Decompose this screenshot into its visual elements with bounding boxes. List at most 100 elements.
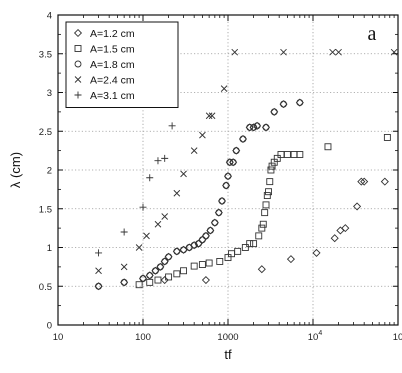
point-circle — [95, 282, 103, 290]
point-circle — [202, 232, 210, 240]
legend-marker — [74, 91, 82, 99]
point-circle — [206, 226, 214, 234]
legend-label: A=3.1 cm — [90, 90, 135, 102]
point-circle — [239, 135, 247, 143]
point-square — [258, 224, 266, 232]
legend-marker — [74, 60, 82, 68]
point-square — [383, 133, 391, 141]
point-plus — [146, 174, 154, 182]
point-plus — [154, 157, 162, 165]
point-square — [180, 267, 188, 275]
y-tick-label: 2.5 — [39, 127, 52, 138]
point-square — [263, 192, 271, 200]
legend: A=1.2 cm A=1.5 cm A=1.8 cm A=2.4 cm A=3.1 cm — [65, 21, 179, 108]
point-x — [190, 147, 198, 154]
x-tick-label: 100 — [135, 332, 151, 343]
point-circle — [74, 60, 82, 68]
point-plus — [161, 154, 169, 162]
point-circle — [139, 275, 147, 282]
point-diamond — [312, 248, 321, 257]
point-x — [329, 48, 336, 56]
point-circle — [232, 147, 240, 155]
point-circle — [280, 100, 287, 108]
point-x — [74, 76, 82, 83]
point-diamond — [380, 177, 389, 186]
point-square — [296, 151, 304, 158]
point-square — [261, 209, 269, 217]
point-plus — [139, 203, 147, 211]
point-x — [199, 131, 206, 139]
point-x — [95, 267, 102, 275]
point-square — [198, 261, 206, 268]
point-x — [173, 189, 181, 197]
x-tick-label: 10 — [53, 332, 64, 343]
y-tick-label: 0 — [47, 321, 52, 332]
point-circle — [246, 123, 254, 131]
legend-label: A=1.5 cm — [90, 43, 135, 55]
point-square — [234, 247, 242, 255]
point-circle — [198, 236, 206, 244]
series-square — [135, 133, 391, 289]
point-x — [135, 244, 143, 251]
legend-label: A=1.8 cm — [90, 59, 135, 71]
point-x — [180, 170, 187, 178]
point-diamond — [201, 276, 210, 285]
point-square — [246, 240, 254, 248]
axis-ticks — [57, 14, 399, 326]
point-square — [273, 154, 281, 162]
point-plus — [74, 91, 82, 99]
point-circle — [262, 123, 270, 131]
point-circle — [190, 241, 198, 249]
point-x — [120, 263, 128, 271]
point-square — [74, 45, 82, 52]
legend-marker — [74, 76, 82, 83]
point-circle — [165, 253, 173, 261]
point-x — [208, 112, 216, 120]
series-circle — [95, 99, 304, 290]
point-square — [146, 278, 154, 286]
point-square — [216, 258, 224, 265]
point-square — [265, 188, 273, 196]
point-square — [250, 240, 258, 248]
legend-box — [65, 21, 179, 108]
point-diamond — [286, 255, 295, 264]
point-circle — [173, 247, 181, 255]
point-square — [267, 166, 275, 174]
point-square — [241, 244, 249, 251]
point-diamond — [353, 202, 362, 211]
point-circle — [270, 108, 278, 116]
point-square — [224, 254, 232, 262]
point-x — [143, 232, 150, 240]
tick-labels: 0 0.5 1 1.5 2 2.5 3 3.5 4 10 100 1000 104 105 — [39, 11, 402, 344]
point-diamond — [73, 28, 83, 38]
series-plus — [95, 122, 176, 257]
data-series — [94, 48, 398, 291]
point-circle — [215, 209, 223, 217]
point-plus — [120, 228, 128, 236]
point-circle — [180, 246, 188, 254]
point-circle — [296, 99, 304, 107]
point-circle — [120, 278, 128, 286]
point-square — [262, 201, 270, 209]
point-plus — [95, 249, 103, 257]
point-circle — [222, 182, 230, 189]
gridlines — [58, 15, 398, 325]
point-x — [280, 48, 287, 56]
point-circle — [195, 240, 202, 248]
point-square — [283, 151, 291, 158]
y-tick-label: 1 — [47, 243, 52, 254]
point-diamond — [160, 276, 169, 285]
y-tick-label: 2 — [47, 166, 52, 177]
y-tick-label: 3 — [47, 88, 52, 99]
x-tick-label: 104 — [308, 330, 323, 343]
point-square — [259, 220, 267, 228]
point-square — [154, 276, 162, 284]
y-tick-label: 4 — [47, 11, 52, 22]
x-tick-label: 105 — [393, 330, 402, 343]
point-circle — [161, 258, 169, 265]
point-circle — [226, 158, 234, 166]
point-circle — [156, 263, 164, 271]
point-square — [324, 143, 332, 151]
point-diamond — [257, 265, 266, 274]
